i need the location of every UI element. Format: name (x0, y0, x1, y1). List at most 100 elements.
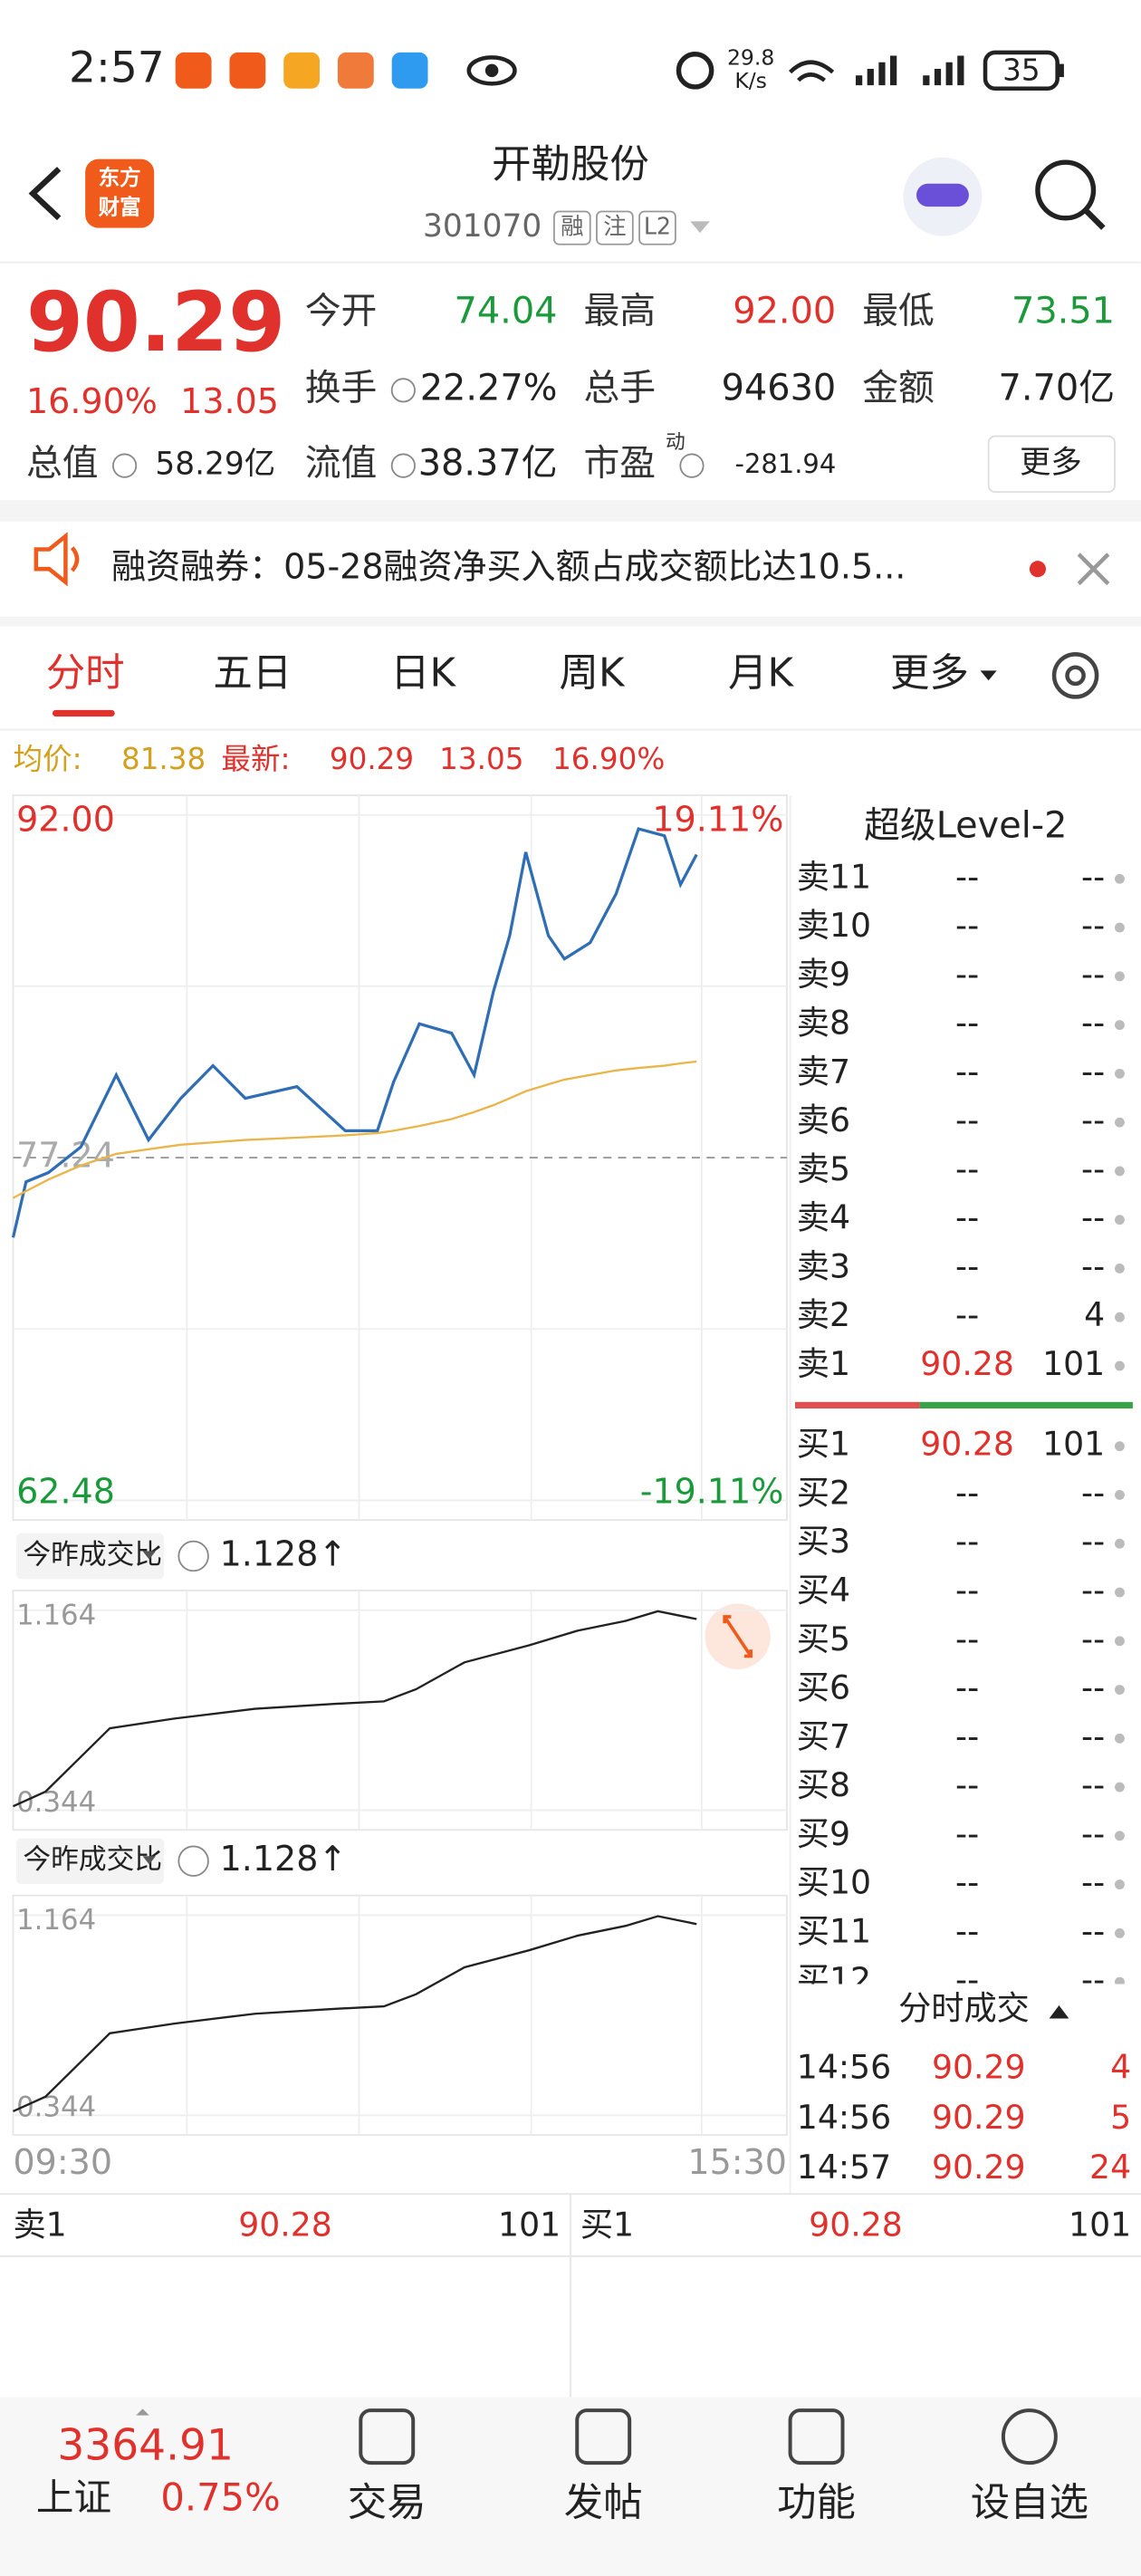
summary-value: 81.38 (121, 742, 206, 776)
level-dot (1115, 873, 1125, 884)
summary-value: 90.29 (330, 742, 414, 776)
level-dot (1115, 1782, 1125, 1793)
nav-item[interactable]: 设自选 (971, 2481, 1088, 2526)
more-button[interactable] (987, 435, 1116, 493)
level-label: 卖1 (797, 1344, 850, 1383)
summary-label: 最新: (221, 742, 290, 776)
tab[interactable]: 分时 (46, 650, 125, 696)
back-button[interactable] (28, 167, 62, 221)
nav-item[interactable]: 功能 (777, 2481, 856, 2526)
level-price: -- (955, 1246, 979, 1285)
level-label: 卖5 (797, 1149, 850, 1188)
summary-label: 均价: (13, 742, 82, 776)
y-tick-label: 92.00 (16, 799, 115, 839)
y-tick-label: 0.344 (16, 2091, 96, 2124)
index-name: 上证 (36, 2475, 111, 2520)
notice-icon (34, 532, 80, 587)
level-dot (1115, 1490, 1125, 1500)
series-line (12, 1060, 697, 1199)
y2-tick-label: -19.11% (640, 1472, 784, 1512)
quote-label: 流值 (305, 443, 378, 485)
tab[interactable]: 五日 (213, 650, 292, 696)
trade-price: 90.29 (932, 2148, 1026, 2187)
level-volume: -- (1081, 1198, 1105, 1237)
tab-underline (52, 709, 115, 717)
level-dot (1115, 1166, 1125, 1177)
last-price: 90.29 (26, 275, 285, 370)
nav-item[interactable]: 发帖 (564, 2481, 643, 2526)
level-label: 卖11 (797, 857, 871, 896)
best-label: 卖1 (13, 2205, 66, 2244)
best-price: 90.28 (238, 2205, 332, 2244)
quote-label: 最低 (862, 290, 935, 332)
level-dot (1115, 1927, 1125, 1938)
level-label: 买4 (797, 1571, 850, 1610)
bid-bar (919, 1401, 1133, 1409)
quote-value: 94630 (722, 367, 837, 409)
y-tick-label: 1.164 (16, 1599, 96, 1631)
info-icon (112, 453, 138, 478)
level-price: -- (955, 857, 979, 896)
nav-icon (359, 2408, 416, 2465)
level-price: -- (955, 1101, 979, 1139)
indicator-dropdown (142, 1856, 156, 1865)
level-dot (1115, 1360, 1125, 1371)
summary-value: 13.05 (439, 742, 523, 776)
ask-bar (795, 1401, 920, 1409)
settings-icon[interactable] (1051, 652, 1099, 699)
trade-volume: 4 (1110, 2048, 1131, 2087)
trades-title: 分时成交 (898, 1988, 1030, 2027)
quote-value: 92.00 (733, 290, 836, 332)
level-label: 买10 (797, 1863, 871, 1902)
level-label: 买12 (797, 1960, 871, 1999)
level-volume: -- (1081, 1149, 1105, 1188)
level-label: 买6 (797, 1668, 850, 1707)
level-dot (1115, 1538, 1125, 1549)
level-label: 卖7 (797, 1052, 850, 1091)
quote-value: 73.51 (1012, 290, 1115, 332)
level-label: 卖9 (797, 955, 850, 994)
indicator-select[interactable] (16, 1838, 165, 1885)
indicator-select[interactable] (16, 1533, 165, 1580)
series-line (13, 1915, 697, 2113)
trades-header-bg (791, 1984, 1141, 2037)
level-dot (1115, 1117, 1125, 1128)
level-price: -- (955, 1522, 979, 1561)
level-volume: -- (1081, 1911, 1105, 1950)
level-price: -- (955, 1149, 979, 1188)
level-dot (1115, 1976, 1125, 1985)
dropdown-icon (690, 221, 710, 234)
level-volume: 101 (1042, 1425, 1105, 1464)
level-volume: 101 (1042, 1344, 1105, 1383)
nav-item[interactable]: 交易 (348, 2481, 427, 2526)
tab[interactable]: 更多 (890, 650, 969, 696)
logo-text: 东方 (99, 165, 141, 190)
level-price: -- (955, 955, 979, 994)
level-volume: -- (1081, 1814, 1105, 1853)
index-value[interactable]: 3364.91 (57, 2420, 234, 2470)
bottom-nav-bg (0, 2397, 1141, 2576)
level-dot (1115, 1831, 1125, 1841)
close-notice[interactable] (1077, 553, 1110, 586)
stock-code: 301070 (423, 208, 542, 245)
search-button[interactable] (1035, 159, 1106, 230)
quote-label: 市盈 (583, 443, 656, 485)
level-price: -- (955, 1814, 979, 1853)
tab[interactable]: 周K (560, 650, 626, 696)
battery-level: 35 (1002, 53, 1040, 88)
indicator-name: 今昨成交比 (23, 1538, 162, 1571)
tab[interactable]: 日K (390, 650, 456, 696)
quote-label: 总值 (26, 443, 99, 485)
best-volume: 101 (1069, 2205, 1131, 2244)
clock: 2:57 (69, 43, 165, 92)
app-logo (85, 159, 155, 228)
level-label: 卖6 (797, 1101, 850, 1139)
level-price: -- (955, 1863, 979, 1902)
level-label: 卖10 (797, 906, 871, 945)
badge: L2 (644, 213, 671, 240)
badge: 注 (603, 213, 626, 240)
more-button-label[interactable]: 更多 (1020, 445, 1082, 481)
level-label: 买2 (797, 1473, 850, 1512)
tab[interactable]: 月K (728, 650, 794, 696)
stock-name: 开勒股份 (492, 142, 649, 187)
